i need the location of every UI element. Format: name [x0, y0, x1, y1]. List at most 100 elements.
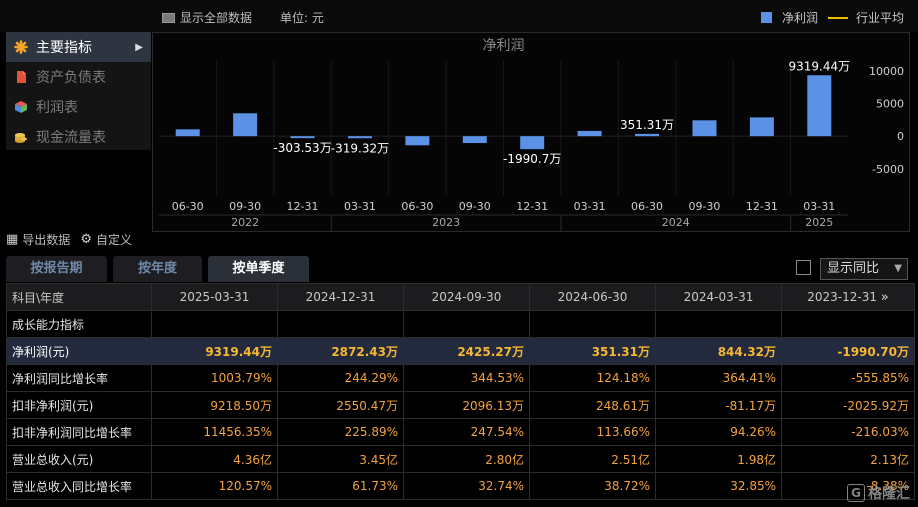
table-cell: 364.41% [655, 364, 782, 392]
export-icon: ▦ [6, 232, 19, 247]
asterisk-icon [14, 40, 28, 54]
bar-chart: 净利润 10000 5000 0 -5000 06-30 09-30 -303.53万 12-3… [159, 38, 904, 232]
table-cell: 113.66% [529, 418, 656, 446]
monitor-icon [162, 12, 175, 23]
customize-label: 自定义 [95, 233, 132, 247]
export-data-button[interactable]: ▦ 导出数据 [6, 231, 70, 248]
table-cell: 120.57% [151, 472, 278, 500]
show-all-data-toggle[interactable]: 显示全部数据 [162, 9, 252, 26]
table-row[interactable]: 扣非净利润同比增长率 11456.35% 225.89% 247.54% 113.66%… [6, 418, 915, 446]
column-header[interactable]: 2024-06-30 [529, 283, 656, 311]
bar [175, 129, 200, 137]
tab-by-report-period[interactable]: 按报告期 [6, 256, 107, 282]
bar [635, 133, 660, 137]
table-cell: 844.32万 [655, 337, 782, 365]
x-tick-label: 03-31 [803, 200, 835, 213]
data-label: -1990.7万 [503, 152, 561, 166]
legend-line-swatch [827, 16, 848, 19]
watermark-logo: G 格隆汇 [847, 483, 910, 503]
yoy-checkbox[interactable] [796, 260, 811, 275]
x-tick-label: 12-31 [287, 200, 319, 213]
action-row: ▦ 导出数据 ⚙ 自定义 [6, 231, 142, 248]
yoy-select[interactable]: 显示同比 ▼ [820, 258, 908, 280]
net-profit-chart: 净利润 10000 5000 0 -5000 06-30 09-30 -303.53万 12-3… [152, 32, 910, 232]
unit-label: 单位: 元 [280, 11, 324, 25]
bar [749, 117, 774, 137]
table-cell: 2.80亿 [403, 445, 530, 473]
menu-item-cash-flow[interactable]: 现金流量表 [6, 122, 151, 152]
legend-average-label: 行业平均 [855, 11, 904, 25]
tab-by-quarter[interactable]: 按单季度 [208, 256, 309, 282]
bar [405, 136, 430, 146]
menu-item-main-indicators[interactable]: 主要指标 ▶ [6, 32, 151, 62]
column-header[interactable]: 2024-03-31 [655, 283, 782, 311]
row-label: 营业总收入(元) [6, 445, 152, 473]
table-cell: -2025.92万 [781, 391, 915, 419]
year-label: 2022 [231, 216, 259, 229]
table-cell: 32.74% [403, 472, 530, 500]
bar [807, 75, 832, 137]
export-label: 导出数据 [22, 233, 71, 247]
column-header-last[interactable]: 2023-12-31 » [781, 283, 915, 311]
bar [233, 113, 258, 137]
column-header[interactable]: 2024-12-31 [277, 283, 404, 311]
row-label: 扣非净利润同比增长率 [6, 418, 152, 446]
table-cell: 2.51亿 [529, 445, 656, 473]
coins-icon [15, 133, 27, 143]
table-cell: -81.17万 [655, 391, 782, 419]
period-tabs: 按报告期 按年度 按单季度 [6, 256, 315, 282]
watermark-text: 格隆汇 [868, 486, 910, 502]
chart-legend: 净利润 行业平均 [760, 9, 904, 26]
customize-button[interactable]: ⚙ 自定义 [80, 231, 132, 248]
double-chevron-right-icon[interactable]: » [880, 289, 889, 305]
tab-by-year[interactable]: 按年度 [113, 256, 202, 282]
y-tick-label: 5000 [876, 97, 904, 110]
table-row[interactable]: 营业总收入同比增长率 120.57% 61.73% 32.74% 38.72% 32.85… [6, 472, 915, 500]
table-cell: 248.61万 [529, 391, 656, 419]
table-cell: 244.29% [277, 364, 404, 392]
bar [347, 136, 372, 139]
table-row[interactable]: 净利润同比增长率 1003.79% 244.29% 344.53% 124.18% 364… [6, 364, 915, 392]
y-tick-label: 10000 [869, 65, 904, 78]
section-label: 成长能力指标 [6, 310, 152, 338]
table-corner-header: 科目\年度 [6, 283, 152, 311]
bar [462, 136, 487, 144]
year-label: 2025 [805, 216, 833, 229]
table-cell: 2425.27万 [403, 337, 530, 365]
table-cell: 2872.43万 [277, 337, 404, 365]
legend-bar-swatch [760, 12, 772, 23]
column-header[interactable]: 2025-03-31 [151, 283, 278, 311]
table-cell: 2550.47万 [277, 391, 404, 419]
top-toolbar: 显示全部数据 单位: 元 净利润 行业平均 [0, 0, 918, 32]
table-cell: 11456.35% [151, 418, 278, 446]
row-label: 净利润同比增长率 [6, 364, 152, 392]
x-tick-label: 06-30 [401, 200, 433, 213]
table-cell: -555.85% [781, 364, 915, 392]
table-row[interactable]: 营业总收入(元) 4.36亿 3.45亿 2.80亿 2.51亿 1.98亿 2.13亿 [6, 445, 915, 473]
x-tick-label: 03-31 [574, 200, 606, 213]
table-cell: 61.73% [277, 472, 404, 500]
table-cell: -1990.70万 [781, 337, 915, 365]
menu-item-income-statement[interactable]: 利润表 [6, 92, 151, 122]
table-row[interactable]: 净利润(元) 9319.44万 2872.43万 2425.27万 351.31万 844… [6, 337, 915, 365]
x-tick-label: 12-31 [746, 200, 778, 213]
x-tick-label: 06-30 [631, 200, 663, 213]
cube-icon [15, 101, 27, 113]
bar [520, 136, 545, 150]
x-tick-label: 09-30 [229, 200, 261, 213]
table-cell: 32.85% [655, 472, 782, 500]
document-icon [17, 71, 26, 83]
table-row[interactable]: 扣非净利润(元) 9218.50万 2550.47万 2096.13万 248.61万 -… [6, 391, 915, 419]
table-cell: 2.13亿 [781, 445, 915, 473]
menu-item-balance-sheet[interactable]: 资产负债表 [6, 62, 151, 92]
table-cell: 3.45亿 [277, 445, 404, 473]
column-header[interactable]: 2024-09-30 [403, 283, 530, 311]
data-label: -303.53万 [273, 141, 331, 155]
menu-item-label: 主要指标 [36, 40, 92, 56]
table-cell: 38.72% [529, 472, 656, 500]
yoy-select-value: 显示同比 [827, 261, 880, 276]
table-cell: 124.18% [529, 364, 656, 392]
table-cell: 1003.79% [151, 364, 278, 392]
table-cell: -216.03% [781, 418, 915, 446]
logo-g-icon: G [847, 484, 865, 502]
